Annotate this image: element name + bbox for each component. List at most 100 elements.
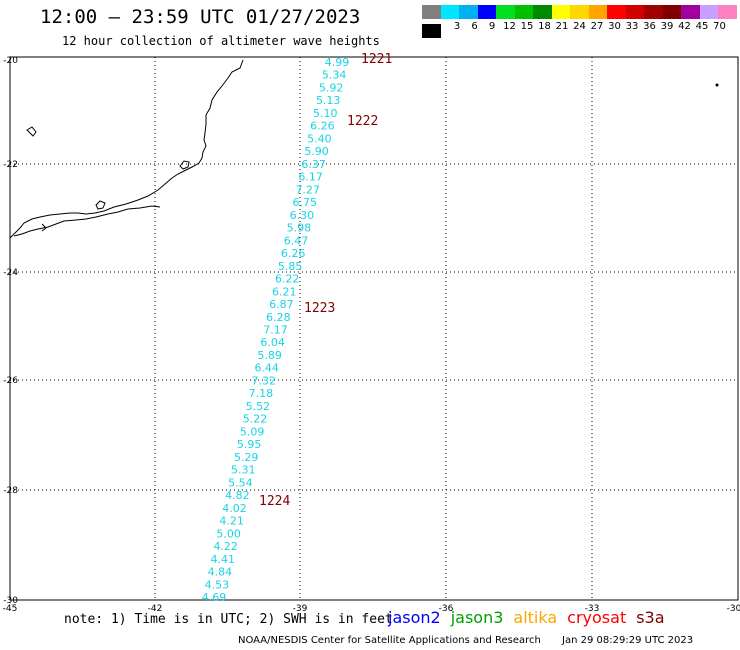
scale-swatch xyxy=(588,5,607,19)
scale-tick-label: 39 xyxy=(660,21,674,32)
latitude-label: -28 xyxy=(3,486,18,496)
scale-tick-label: 12 xyxy=(503,21,516,32)
longitude-label: -42 xyxy=(148,604,163,614)
time-label: 1221 xyxy=(361,52,392,67)
swh-value: 6.30 xyxy=(290,209,315,222)
longitude-label: -33 xyxy=(585,604,600,614)
swh-value: 6.21 xyxy=(272,285,297,298)
longitude-labels: -45 -42 -39 -36 -33 -30 xyxy=(3,604,740,614)
satellite-legend: jason2 jason3 altika cryosat s3a xyxy=(388,608,675,627)
longitude-label: -39 xyxy=(293,604,308,614)
swh-value: 7.27 xyxy=(295,183,320,196)
note-text: note: 1) Time is in UTC; 2) SWH is in fe… xyxy=(64,612,393,627)
latitude-label: -26 xyxy=(3,376,18,386)
swh-value: 5.00 xyxy=(216,527,241,540)
scale-tick-label: 21 xyxy=(555,21,569,32)
time-label: 1224 xyxy=(259,494,290,509)
page-subtitle: 12 hour collection of altimeter wave hei… xyxy=(62,34,380,48)
swh-value: 5.40 xyxy=(307,132,332,145)
swh-value: 5.85 xyxy=(278,260,303,273)
latitude-label: -30 xyxy=(3,596,18,606)
scale-swatch xyxy=(607,5,626,19)
scale-tick-label: 42 xyxy=(678,21,691,32)
swh-value: 4.53 xyxy=(205,578,230,591)
swh-value: 5.89 xyxy=(257,349,282,362)
latitude-labels: -20 -22 -24 -26 -28 -30 xyxy=(3,56,18,606)
latitude-label: -24 xyxy=(3,268,18,278)
scale-tick-label: 70 xyxy=(713,21,726,32)
satellite-legend-item: jason2 xyxy=(388,608,441,627)
page-title: 12:00 — 23:59 UTC 01/27/2023 xyxy=(40,6,361,28)
scale-swatch xyxy=(570,5,589,19)
swh-value: 4.99 xyxy=(325,56,350,69)
scale-swatch xyxy=(440,5,459,19)
longitude-label: -45 xyxy=(3,604,18,614)
scale-tick-label: 27 xyxy=(590,21,604,32)
scale-swatch xyxy=(496,5,515,19)
swh-track: 4.995.345.925.135.106.265.405.906.376.17… xyxy=(202,56,350,604)
scale-tick-label: 33 xyxy=(625,21,639,32)
time-labels: 1221 1222 1223 1224 xyxy=(259,52,392,509)
swh-value: 6.26 xyxy=(281,247,306,260)
longitude-label: -30 xyxy=(727,604,740,614)
swh-value: 5.22 xyxy=(243,413,268,426)
satellite-legend-item: altika xyxy=(513,608,558,627)
swh-value: 5.31 xyxy=(231,464,256,477)
swh-value: 5.34 xyxy=(322,69,347,82)
swh-value: 5.52 xyxy=(246,400,271,413)
scale-swatch xyxy=(477,5,496,19)
swh-value: 7.32 xyxy=(252,375,277,388)
swh-value: 6.75 xyxy=(293,196,318,209)
scale-tick-label: 24 xyxy=(573,21,586,32)
scale-tick-label: 18 xyxy=(538,21,551,32)
scale-swatch xyxy=(422,5,441,19)
swh-value: 6.28 xyxy=(266,311,291,324)
scale-swatch xyxy=(699,5,718,19)
scale-tick-label: 9 xyxy=(488,21,496,32)
footer-credit: NOAA/NESDIS Center for Satellite Applica… xyxy=(238,635,541,646)
swh-value: 6.17 xyxy=(298,171,323,184)
map-frame xyxy=(9,56,739,601)
swh-value: 5.90 xyxy=(304,145,329,158)
footer: NOAA/NESDIS Center for Satellite Applica… xyxy=(238,635,693,646)
scale-swatch xyxy=(422,24,441,38)
swh-value: 6.04 xyxy=(260,336,285,349)
color-scale-bar xyxy=(422,5,740,43)
swh-value: 6.87 xyxy=(269,298,294,311)
scale-swatch xyxy=(551,5,570,19)
swh-value: 7.17 xyxy=(263,324,288,337)
latitude-label: -22 xyxy=(3,160,18,170)
satellite-legend-item: jason3 xyxy=(450,608,504,627)
longitude-label: -36 xyxy=(439,604,454,614)
swh-value: 4.21 xyxy=(219,515,244,528)
island-dot xyxy=(715,83,719,87)
swh-value: 6.22 xyxy=(275,273,300,286)
scale-swatch xyxy=(681,5,700,19)
coastline xyxy=(9,59,244,239)
swh-value: 5.10 xyxy=(313,107,338,120)
swh-value: 4.02 xyxy=(222,502,247,515)
scale-swatch xyxy=(662,5,681,19)
scale-swatch xyxy=(459,5,478,19)
satellite-legend-item: cryosat xyxy=(567,608,627,627)
swh-value: 6.26 xyxy=(310,120,335,133)
footer-timestamp: Jan 29 08:29:29 UTC 2023 xyxy=(562,635,694,646)
time-label: 1222 xyxy=(347,114,378,129)
scale-tick-label: 30 xyxy=(608,21,621,32)
swh-value: 5.29 xyxy=(234,451,259,464)
satellite-legend-item: s3a xyxy=(636,608,665,627)
swh-value: 4.22 xyxy=(213,540,238,553)
swh-value: 4.84 xyxy=(208,566,233,579)
swh-value: 4.41 xyxy=(211,553,236,566)
swh-value: 5.13 xyxy=(316,94,341,107)
swh-value: 5.54 xyxy=(228,476,253,489)
scale-tick-label: 36 xyxy=(643,21,656,32)
swh-value: 6.44 xyxy=(254,362,279,375)
latitude-label: -20 xyxy=(3,56,18,66)
swh-value: 5.92 xyxy=(319,82,344,95)
time-label: 1223 xyxy=(304,301,335,316)
swh-value: 6.37 xyxy=(301,158,326,171)
swh-value: 5.95 xyxy=(237,438,262,451)
scale-swatch xyxy=(514,5,533,19)
